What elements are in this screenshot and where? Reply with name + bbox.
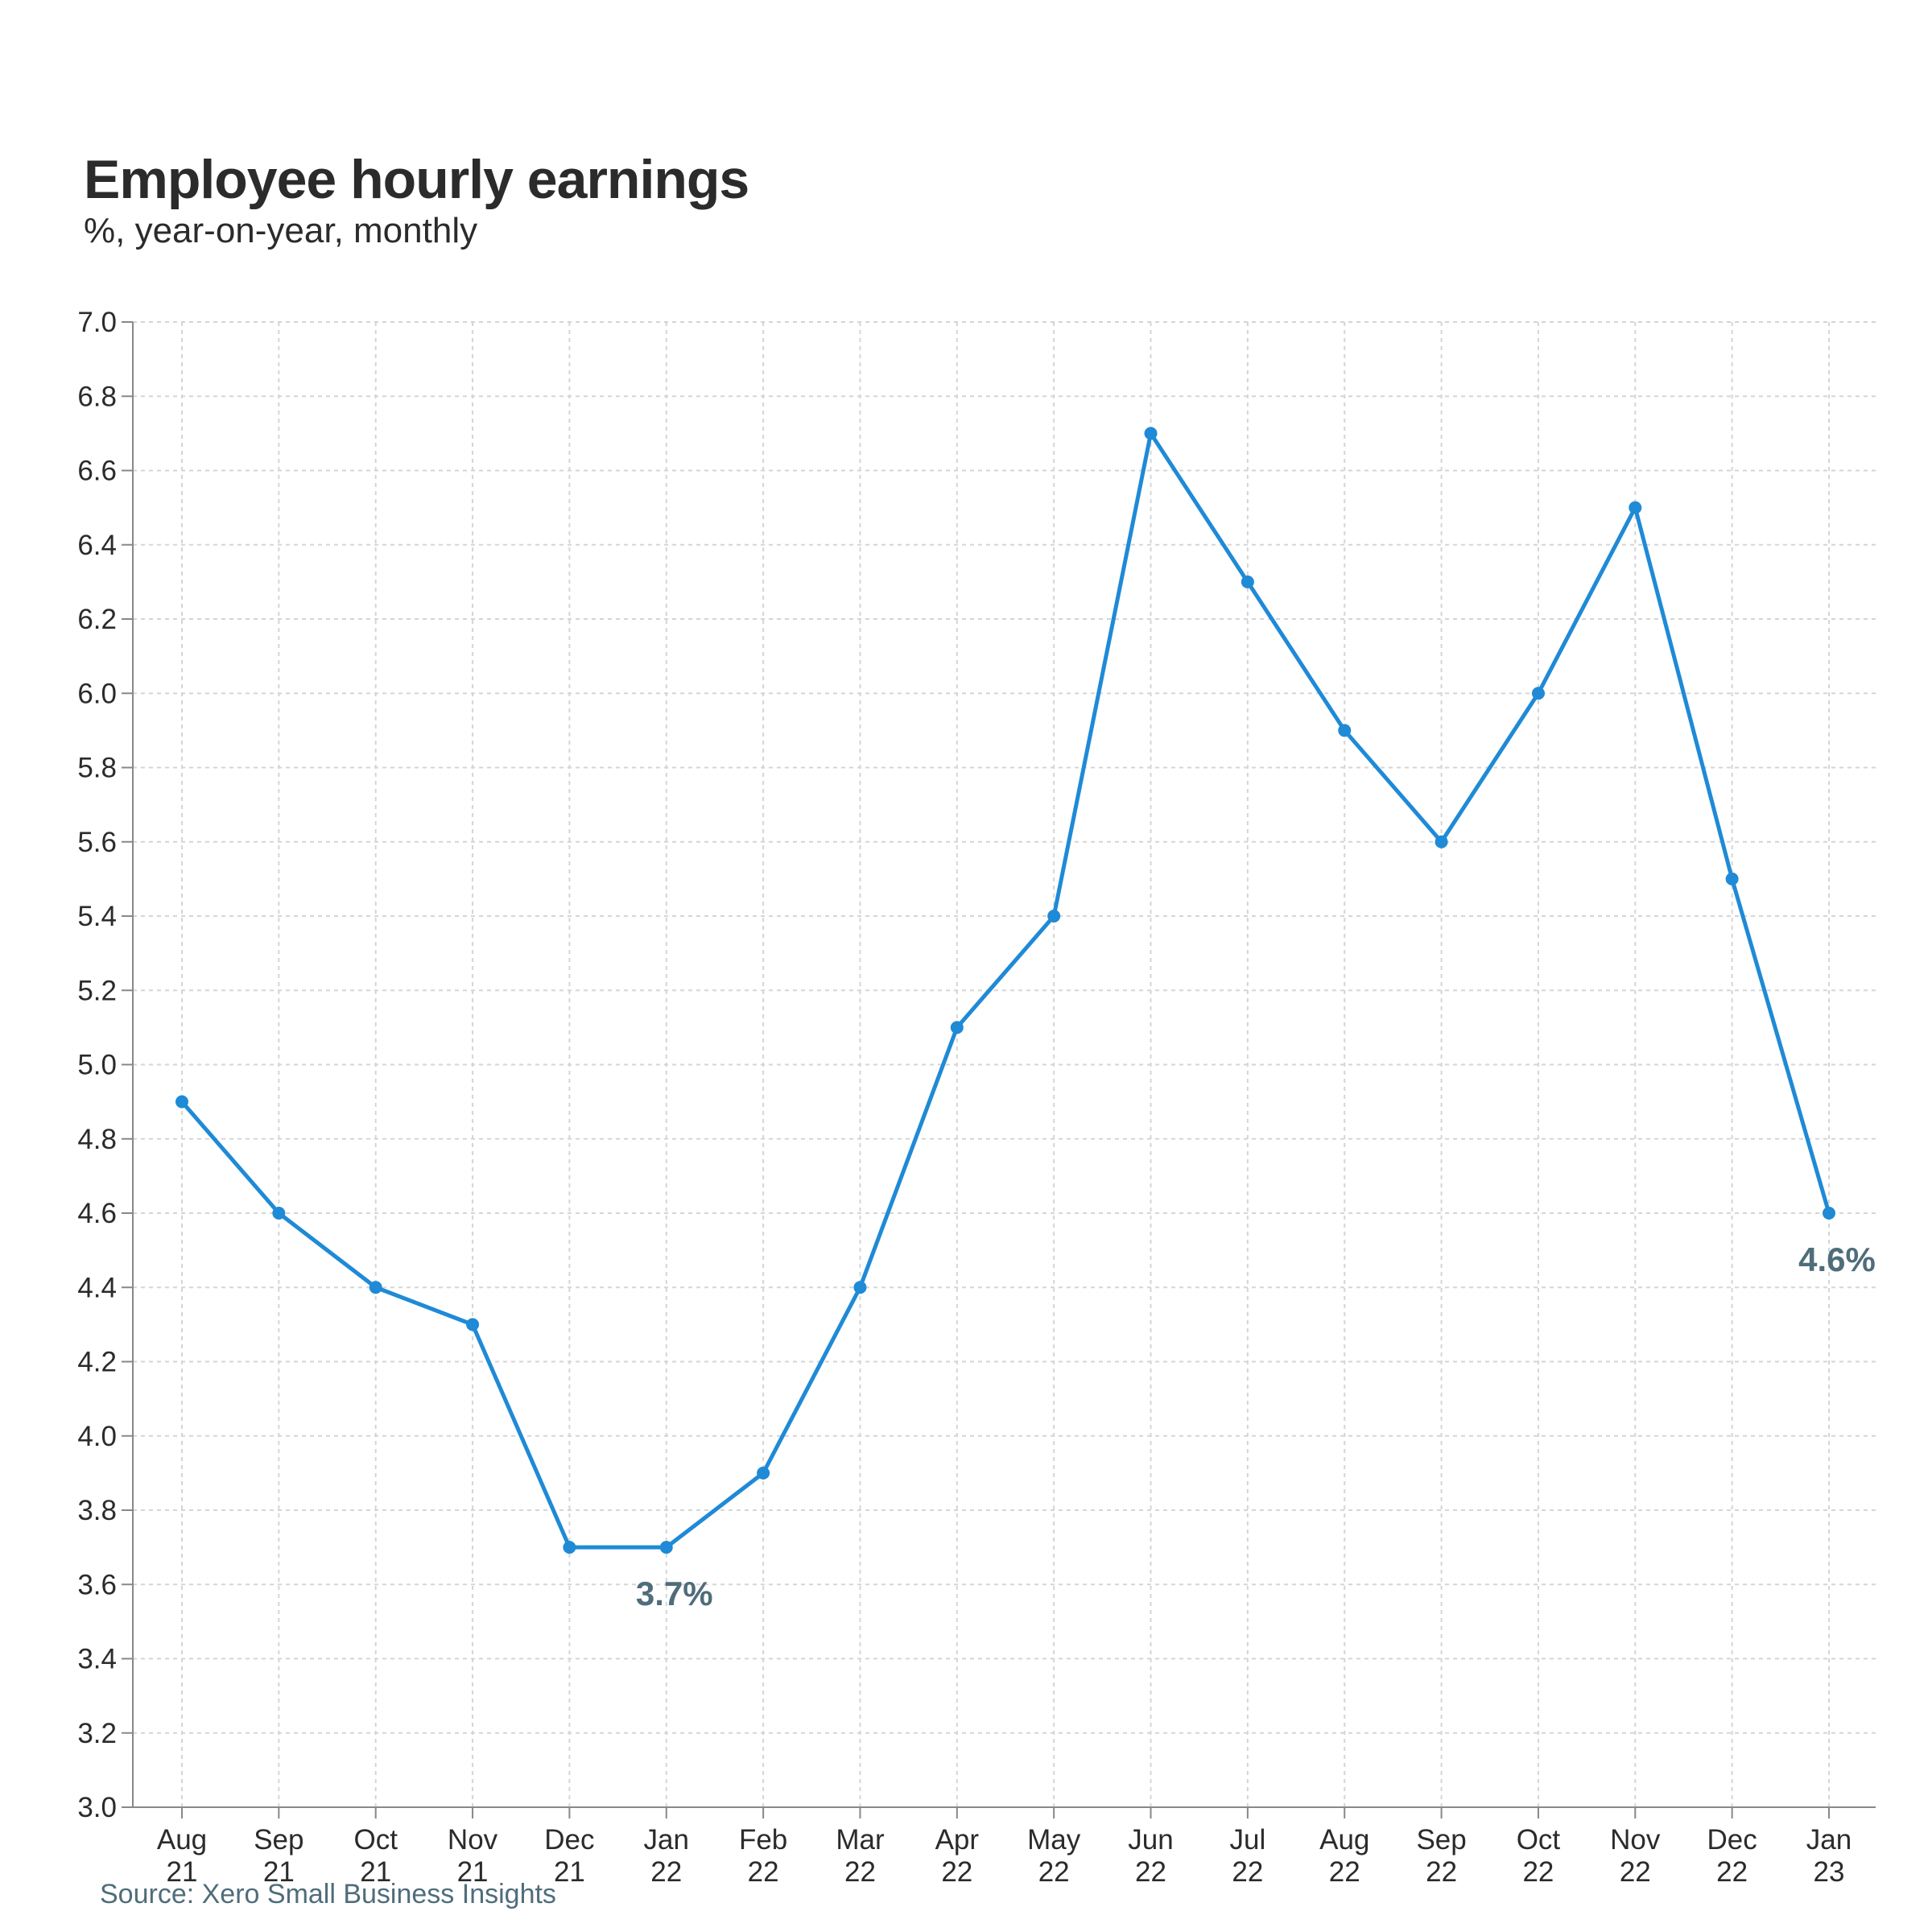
data-point xyxy=(175,1095,188,1108)
y-tick-labels: 3.0 3.2 3.4 3.6 3.8 4.0 4.2 4.4 4.6 4.8 5.0 5.2 5.4 5… xyxy=(77,307,117,1823)
y-tick-label: 3.4 xyxy=(77,1644,117,1675)
x-tick-label-year: 22 xyxy=(1038,1856,1070,1888)
data-point xyxy=(369,1281,382,1294)
annotation-label: 4.6% xyxy=(1798,1241,1876,1278)
x-tick-label-year: 22 xyxy=(1522,1856,1554,1888)
x-tick-label-year: 22 xyxy=(1426,1856,1457,1888)
y-tick-label: 5.2 xyxy=(77,975,117,1006)
x-tick-label-month: Oct xyxy=(1517,1824,1561,1856)
data-point xyxy=(1629,501,1642,514)
x-tick-label-month: Dec xyxy=(544,1824,594,1856)
data-point xyxy=(659,1541,673,1554)
data-point xyxy=(1047,910,1061,923)
x-tick-label-year: 21 xyxy=(457,1856,489,1888)
y-tick-label: 6.2 xyxy=(77,604,117,635)
series-polyline xyxy=(180,431,1831,1550)
data-point xyxy=(1823,1207,1835,1220)
series-line xyxy=(180,431,1831,1550)
x-tick-label-month: Jun xyxy=(1128,1824,1173,1856)
annotations: 3.7% 4.6% xyxy=(636,1241,1876,1612)
y-tick-label: 6.0 xyxy=(77,678,117,709)
x-tick-label-month: Mar xyxy=(836,1824,885,1856)
x-tick-label-month: Aug xyxy=(1319,1824,1369,1856)
x-tick-label-year: 21 xyxy=(167,1856,198,1888)
y-tick-label: 6.6 xyxy=(77,456,117,487)
data-point xyxy=(1338,724,1352,737)
y-tick-label: 4.6 xyxy=(77,1198,117,1229)
x-tick-label-month: Sep xyxy=(1416,1824,1466,1856)
y-tick-label: 4.0 xyxy=(77,1421,117,1452)
x-tick-label-month: Jan xyxy=(1806,1824,1852,1856)
data-point xyxy=(950,1021,964,1034)
x-tick-label-year: 22 xyxy=(844,1856,876,1888)
x-tick-label-month: Jul xyxy=(1230,1824,1266,1856)
x-tick-label-year: 22 xyxy=(1716,1856,1748,1888)
data-point xyxy=(757,1466,770,1480)
y-tick-label: 3.6 xyxy=(77,1569,117,1600)
y-tick-label: 5.4 xyxy=(77,901,117,932)
source-note: Source: Xero Small Business Insights xyxy=(100,1879,556,1909)
x-tick-label-month: Apr xyxy=(935,1824,980,1856)
chart-subtitle: %, year-on-year, monthly xyxy=(84,211,478,250)
x-tick-label-month: Dec xyxy=(1707,1824,1757,1856)
x-tick-label-month: Sep xyxy=(254,1824,303,1856)
y-tick-label: 6.8 xyxy=(77,381,117,412)
x-tick-label-month: Nov xyxy=(1610,1824,1661,1856)
x-tick-label-year: 23 xyxy=(1814,1856,1845,1888)
x-tick-label-year: 22 xyxy=(1329,1856,1360,1888)
annotation-label: 3.7% xyxy=(636,1575,713,1612)
data-point xyxy=(272,1207,286,1220)
y-tick-label: 5.6 xyxy=(77,827,117,858)
data-points xyxy=(175,427,1835,1554)
y-tick-label: 3.0 xyxy=(77,1792,117,1823)
x-tick-label-year: 21 xyxy=(263,1856,295,1888)
grid-lines xyxy=(133,321,1876,1807)
x-tick-label-year: 22 xyxy=(1135,1856,1166,1888)
x-tick-label-year: 21 xyxy=(360,1856,391,1888)
y-tick-label: 4.4 xyxy=(77,1272,117,1303)
x-tick-label-year: 21 xyxy=(554,1856,585,1888)
x-tick-label-month: Oct xyxy=(353,1824,398,1856)
x-tick-label-year: 22 xyxy=(1620,1856,1651,1888)
y-tick-label: 3.2 xyxy=(77,1718,117,1749)
x-tick-labels: Aug21Sep21Oct21Nov21Dec21Jan22Feb22Mar22… xyxy=(157,1824,1852,1888)
data-point xyxy=(563,1541,576,1554)
data-point xyxy=(853,1281,867,1294)
x-tick-label-month: May xyxy=(1027,1824,1081,1856)
x-tick-label-year: 22 xyxy=(650,1856,682,1888)
data-point xyxy=(1435,835,1448,848)
x-tick-label-month: Nov xyxy=(448,1824,498,1856)
y-tick-label: 3.8 xyxy=(77,1495,117,1526)
x-tick-label-year: 22 xyxy=(748,1856,779,1888)
y-tick-label: 5.0 xyxy=(77,1050,117,1081)
data-point xyxy=(1725,872,1739,886)
y-tick-label: 4.2 xyxy=(77,1347,117,1378)
data-point xyxy=(1144,427,1158,440)
x-tick-label-year: 22 xyxy=(941,1856,972,1888)
data-point xyxy=(1531,687,1545,700)
y-tick-label: 7.0 xyxy=(77,307,117,338)
x-tick-label-month: Feb xyxy=(739,1824,787,1856)
y-tick-label: 4.8 xyxy=(77,1124,117,1155)
data-point xyxy=(1241,575,1254,588)
chart-title: Employee hourly earnings xyxy=(84,149,749,210)
x-tick-label-year: 22 xyxy=(1232,1856,1263,1888)
x-tick-label-month: Jan xyxy=(644,1824,689,1856)
y-tick-label: 5.8 xyxy=(77,753,117,784)
axes xyxy=(122,321,1876,1818)
x-tick-label-month: Aug xyxy=(157,1824,207,1856)
y-tick-label: 6.4 xyxy=(77,530,117,561)
data-point xyxy=(466,1318,480,1331)
